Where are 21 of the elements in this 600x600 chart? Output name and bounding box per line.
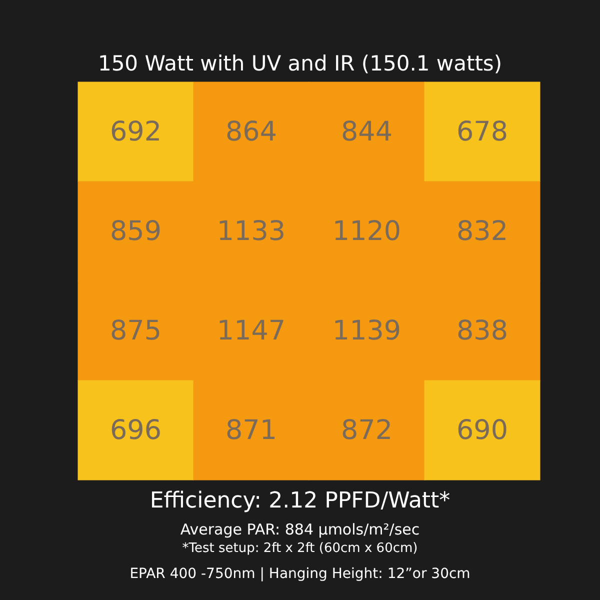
data-label: 838 bbox=[456, 315, 508, 346]
chart-title: 150 Watt with UV and IR (150.1 watts) bbox=[98, 52, 502, 76]
data-label: 859 bbox=[110, 216, 162, 247]
data-label: 690 bbox=[456, 414, 508, 446]
data-label: 832 bbox=[456, 216, 508, 247]
data-label: 1147 bbox=[216, 315, 286, 346]
data-label: 696 bbox=[110, 414, 162, 446]
data-label: 1139 bbox=[332, 315, 402, 346]
text: Average PAR: 884 μmols/m²/sec bbox=[180, 520, 420, 538]
data-label: 864 bbox=[225, 116, 278, 148]
data-label: 678 bbox=[456, 116, 508, 148]
data-label: 1120 bbox=[332, 216, 402, 247]
text: *Test setup: 2ft x 2ft (60cm x 60cm) bbox=[182, 541, 418, 556]
data-label: 875 bbox=[110, 315, 162, 346]
data-label: 1133 bbox=[216, 216, 286, 247]
data-label: 871 bbox=[225, 414, 278, 446]
text: Efficiency: 2.12 PPFD/Watt* bbox=[150, 488, 450, 514]
data-label: 692 bbox=[110, 116, 162, 148]
data-label: 872 bbox=[340, 414, 393, 446]
data-label: 844 bbox=[340, 116, 393, 148]
text: EPAR 400 -750nm | Hanging Height: 12”or 30cm bbox=[130, 566, 470, 582]
